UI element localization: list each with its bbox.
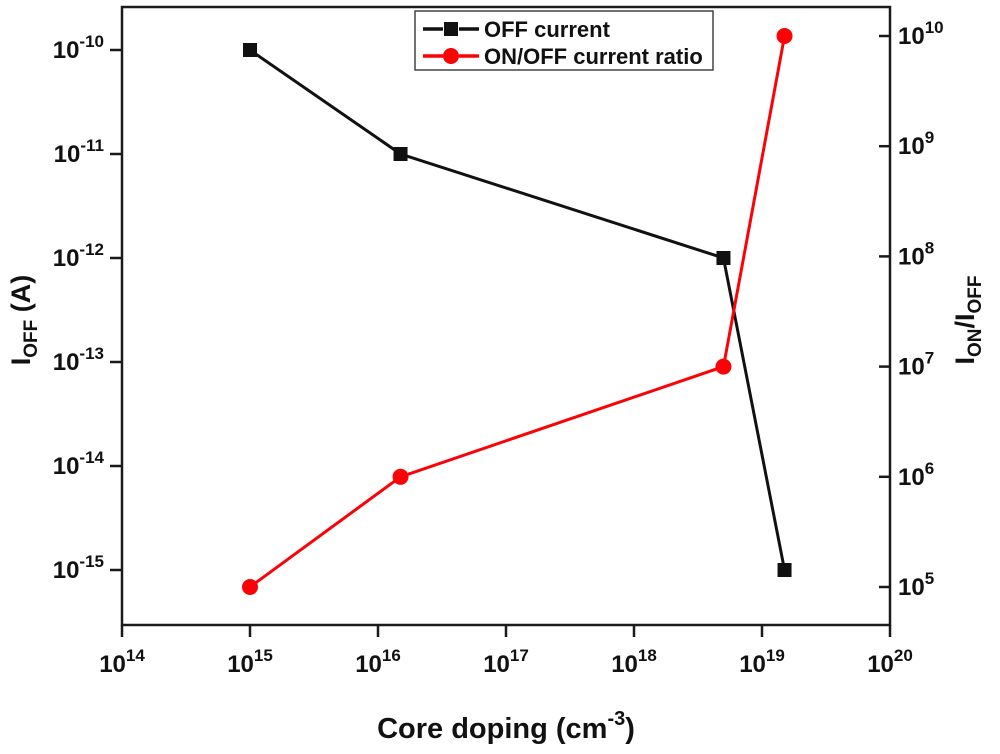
on-off-current-ratio-series	[242, 28, 793, 595]
data-point-circle	[242, 579, 258, 595]
legend-box	[414, 10, 714, 71]
y-right-axis-title: ION/IOFF	[950, 275, 986, 364]
y-left-tick-label: 10-14	[53, 448, 105, 480]
plot-frame	[120, 5, 892, 627]
data-point-circle	[776, 28, 793, 44]
y-right-tick-label: 108	[898, 238, 934, 270]
x-tick-label: 1016	[355, 646, 401, 678]
legend-entry-off-current: OFF current	[423, 17, 611, 42]
y-left-tick-label: 10-12	[53, 240, 104, 272]
data-point-square	[243, 43, 257, 57]
y-left-tick-label: 10-10	[53, 32, 104, 64]
data-point-square	[777, 563, 792, 577]
x-tick-label: 1015	[227, 646, 273, 678]
legend-label: ON/OFF current ratio	[484, 44, 703, 69]
legend-square-marker	[444, 22, 458, 36]
y-left-tick-label: 10-11	[54, 136, 104, 168]
y-right-tick-label: 109	[898, 128, 934, 160]
x-axis-title: Core doping (cm-3)	[377, 708, 635, 745]
legend-entry-on-off-current-ratio: ON/OFF current ratio	[423, 44, 703, 69]
off-current-line	[249, 48, 787, 571]
x-tick-label: 1020	[867, 646, 913, 678]
legend-label: OFF current	[484, 17, 611, 42]
data-point-square	[393, 147, 408, 161]
on-off-current-ratio-line	[249, 35, 787, 589]
y-left-axis	[110, 48, 122, 572]
data-point-circle	[715, 358, 732, 375]
data-point-circle	[392, 468, 409, 485]
y-right-tick-label: 105	[898, 569, 934, 601]
y-right-tick-label: 106	[898, 459, 934, 491]
legend-circle-marker	[443, 48, 459, 64]
y-left-tick-label: 10-13	[53, 344, 104, 376]
y-right-tick-label: 107	[898, 349, 934, 381]
y-left-tick-label: 10-15	[53, 552, 104, 584]
y-left-axis-title: IOFF (A)	[6, 275, 42, 366]
x-axis	[120, 625, 892, 637]
x-tick-label: 1019	[739, 646, 785, 678]
y-right-axis	[879, 34, 890, 589]
off-current-series	[243, 43, 792, 577]
y-right-tick-label: 1010	[898, 18, 944, 50]
x-tick-label: 1014	[99, 646, 145, 678]
x-tick-label: 1018	[611, 646, 657, 678]
x-tick-label: 1017	[483, 646, 529, 678]
data-point-square	[716, 251, 731, 265]
